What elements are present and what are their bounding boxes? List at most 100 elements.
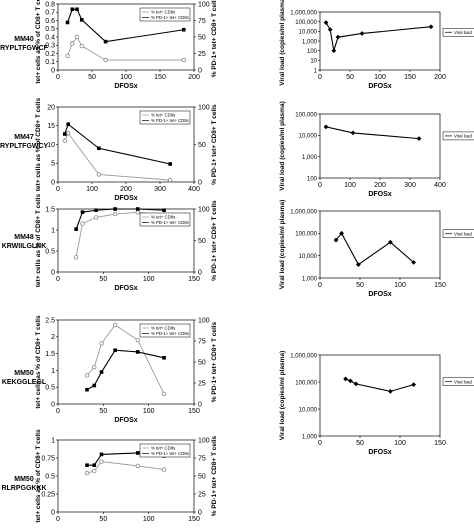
y-axis-label: tet+ cells as % of CD8+ T cells — [35, 315, 42, 409]
series — [65, 7, 186, 44]
x-tick-label: 100 — [344, 182, 356, 189]
data-point — [99, 459, 104, 464]
legend-entry: % PD-1+ tet+ CD8s — [151, 451, 189, 456]
y-tick-label: 10 — [47, 142, 55, 149]
data-point — [99, 341, 104, 346]
y-axis-label: Viral load (copies/ml plasma) — [279, 0, 286, 86]
x-tick-label: 50 — [356, 440, 364, 447]
y2-tick-label: 50 — [198, 359, 206, 366]
y2-tick-label: 100 — [198, 104, 210, 111]
data-point — [161, 391, 167, 397]
y-tick-label: 0.5 — [45, 26, 55, 33]
data-point — [94, 208, 98, 213]
y2-tick-label: 50 — [198, 142, 206, 149]
legend: Viral load — [442, 229, 474, 239]
data-point — [135, 463, 140, 469]
y-tick-label: 5 — [51, 161, 55, 168]
legend-entry: % PD-1+ tet+ CD8s — [151, 331, 189, 336]
x-axis-label: DFOSx — [368, 191, 391, 198]
legend-entry: % tet+ CD8s — [151, 215, 175, 220]
data-point — [339, 230, 344, 236]
x-tick-label: 150 — [188, 408, 200, 415]
x-tick-label: 200 — [434, 74, 446, 81]
data-point — [343, 376, 348, 382]
x-tick-label: 0 — [318, 182, 322, 189]
series — [74, 207, 166, 231]
legend-box — [139, 7, 191, 22]
data-point — [79, 43, 84, 49]
data-point — [388, 239, 393, 245]
legend-box — [442, 377, 474, 386]
x-tick-label: 0 — [56, 516, 60, 523]
series — [85, 348, 166, 392]
x-axis-label: DFOSx — [114, 417, 137, 424]
y-axis-label: Viral load (copies/ml plasma) — [279, 101, 286, 190]
x-tick-label: 200 — [188, 74, 200, 81]
row-label: MM47 RYPLTFGWCY — [0, 133, 48, 151]
x-tick-label: 100 — [394, 440, 406, 447]
y2-tick-label: 100 — [198, 1, 210, 8]
y2-axis-label: % PD-1+ tet+ CD8+ T cells — [211, 200, 218, 281]
x-tick-label: 200 — [374, 182, 386, 189]
row-label-animal: MM50 — [14, 476, 34, 483]
data-point — [96, 172, 101, 177]
y-tick-label: 0.6 — [45, 18, 55, 25]
data-point — [112, 211, 118, 217]
x-tick-label: 150 — [188, 516, 200, 523]
data-point — [333, 237, 339, 243]
row-label-animal: MM50 — [14, 370, 34, 377]
legend-entry: Viral load — [454, 231, 472, 236]
y-axis-label: tet+ cells as % of CD8+ T cells — [35, 429, 42, 523]
y-tick-label: 1.5 — [45, 206, 55, 213]
legend-entry: % tet+ CD8s — [151, 326, 175, 331]
series-line — [325, 22, 432, 51]
x-tick-label: 100 — [143, 276, 155, 283]
chart-mm40-tet: 0 50 100 150 200DFOSx00.10.20.30.40.50.60.70… — [35, 0, 218, 90]
data-point — [74, 227, 78, 231]
data-point — [181, 57, 186, 63]
data-point — [92, 463, 97, 467]
row-label: MM50 RLRPGGKKK — [0, 475, 48, 493]
data-point — [411, 259, 416, 265]
data-point — [65, 53, 70, 59]
row-label: MM48 KRWIILGLNK — [0, 233, 48, 251]
series — [333, 230, 416, 267]
row-label-animal: MM48 — [14, 234, 34, 241]
data-point — [92, 468, 97, 474]
chart-mm48-vl: 0 50 100 150 DFOSx 1,000 10,000 100,000 1,000,00… — [279, 200, 474, 298]
y-tick-label: 100,000 — [295, 112, 317, 118]
data-point — [113, 348, 117, 353]
data-point — [323, 124, 329, 130]
data-point — [168, 162, 172, 166]
data-point — [70, 41, 75, 46]
x-tick-label: 0 — [318, 440, 322, 447]
x-axis-label: DFOSx — [368, 449, 391, 456]
y-tick-label: 15 — [47, 123, 55, 130]
y2-tick-label: 75 — [198, 338, 206, 345]
y-tick-label: 1.5 — [45, 351, 55, 358]
x-tick-label: 100 — [394, 282, 406, 289]
data-point — [135, 350, 140, 354]
legend-box — [442, 229, 474, 239]
y-tick-label: 10,000 — [299, 254, 318, 260]
series-line — [64, 123, 171, 165]
legend: Viral load — [442, 131, 474, 141]
x-tick-label: 200 — [120, 186, 132, 193]
series — [84, 322, 167, 397]
y-tick-label: 2 — [51, 334, 55, 341]
data-point — [359, 31, 365, 36]
data-point — [103, 39, 108, 44]
legend-box — [442, 131, 474, 141]
data-point — [92, 364, 97, 370]
chart-mm47-tet: 0 100 200 300 400 DFOSx 0 5 10 15 20 tet+ cells as … — [35, 98, 218, 202]
y-tick-label: 1,000,000 — [290, 10, 317, 16]
x-tick-label: 300 — [404, 182, 416, 189]
data-point — [113, 207, 117, 211]
x-tick-label: 50 — [346, 74, 354, 81]
legend: Viral load — [442, 27, 474, 37]
data-point — [84, 373, 90, 378]
